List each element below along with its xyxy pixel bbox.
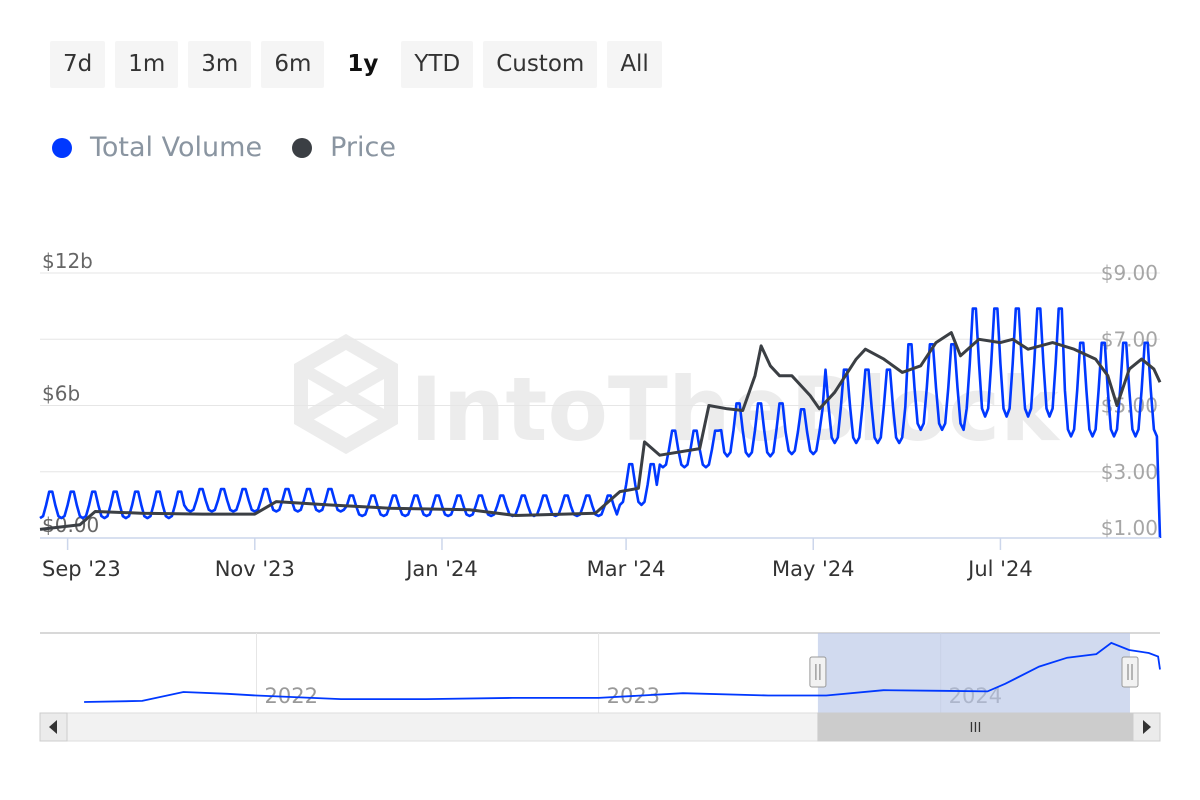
left-axis-ticks: $12b $6b $0.00 bbox=[42, 249, 99, 537]
watermark-text: IntoTheBlock bbox=[410, 358, 1061, 461]
scrollbar-grip-icon bbox=[970, 722, 981, 732]
range-button-6m[interactable]: 6m bbox=[261, 41, 325, 88]
navigator-year-label: 2024 bbox=[949, 684, 1002, 708]
volume-series-group bbox=[39, 307, 1162, 539]
legend-dot-icon bbox=[292, 137, 313, 158]
range-button-1y[interactable]: 1y bbox=[334, 41, 392, 88]
right-axis-tick-label: $1.00 bbox=[1101, 516, 1158, 540]
scrollbar-right-button[interactable] bbox=[1132, 712, 1161, 742]
navigator-grid: 2022 2023 2024 bbox=[256, 633, 1002, 713]
scrollbar-left-button[interactable] bbox=[39, 712, 68, 742]
navigator-handles bbox=[809, 656, 1139, 688]
left-axis-tick-label: $6b bbox=[42, 382, 80, 406]
range-button-1m[interactable]: 1m bbox=[115, 41, 179, 88]
range-button-7d[interactable]: 7d bbox=[50, 41, 106, 88]
range-button-all[interactable]: All bbox=[607, 41, 662, 88]
x-axis-tick-label: Mar '24 bbox=[587, 557, 666, 581]
navigator-year-label: 2022 bbox=[265, 684, 318, 708]
legend-item-total-volume[interactable]: Total Volume bbox=[52, 132, 262, 163]
navigator-right-handle[interactable] bbox=[1121, 656, 1139, 688]
x-axis-tick-label: Jan '24 bbox=[404, 557, 478, 581]
navigator-selected-range[interactable] bbox=[817, 633, 1130, 713]
navigator-left-handle[interactable] bbox=[809, 656, 827, 688]
volume-series-line bbox=[39, 307, 1162, 539]
legend: Total Volume Price bbox=[52, 132, 396, 163]
navigator-year-label: 2023 bbox=[607, 684, 660, 708]
right-axis-ticks: $9.00 $7.00 $5.00 $3.00 $1.00 bbox=[1101, 261, 1158, 540]
range-button-ytd[interactable]: YTD bbox=[401, 41, 474, 88]
x-axis-tick-label: May '24 bbox=[772, 557, 855, 581]
handle-body[interactable] bbox=[809, 656, 827, 688]
right-axis-tick-label: $7.00 bbox=[1101, 327, 1158, 351]
legend-item-price[interactable]: Price bbox=[292, 132, 396, 163]
price-series-group bbox=[39, 331, 1162, 531]
watermark-logo-line bbox=[297, 362, 395, 426]
navigator-background bbox=[40, 633, 1160, 713]
left-axis-tick-label: $0.00 bbox=[42, 513, 99, 537]
navigator-series-line bbox=[84, 641, 1161, 703]
grid-lines bbox=[40, 272, 1160, 473]
x-axis-tick-label: Jul '24 bbox=[966, 557, 1033, 581]
right-axis-tick-label: $3.00 bbox=[1101, 460, 1158, 484]
handle-body[interactable] bbox=[1121, 656, 1139, 688]
watermark: IntoTheBlock bbox=[294, 333, 1061, 461]
legend-label: Price bbox=[330, 132, 396, 163]
scroll-left-arrow-icon bbox=[49, 720, 57, 734]
range-button-3m[interactable]: 3m bbox=[188, 41, 252, 88]
left-axis-tick-label: $12b bbox=[42, 249, 93, 273]
x-axis-labels: Sep '23 Nov '23 Jan '24 Mar '24 May '24 Jul '… bbox=[42, 538, 1033, 581]
x-axis-tick-label: Sep '23 bbox=[42, 557, 121, 581]
range-button-custom[interactable]: Custom bbox=[483, 41, 598, 88]
range-selector: 7d 1m 3m 6m 1y YTD Custom All bbox=[50, 41, 662, 88]
price-series-line bbox=[39, 331, 1162, 531]
right-axis-tick-label: $5.00 bbox=[1101, 394, 1158, 418]
right-axis-tick-label: $9.00 bbox=[1101, 261, 1158, 285]
watermark-logo bbox=[294, 333, 398, 455]
scrollbar-thumb[interactable] bbox=[817, 712, 1134, 742]
scrollbar-track[interactable] bbox=[39, 712, 1161, 742]
legend-label: Total Volume bbox=[90, 132, 263, 163]
scroll-right-arrow-icon bbox=[1143, 720, 1151, 734]
x-axis-tick-label: Nov '23 bbox=[215, 557, 295, 581]
watermark-logo-line bbox=[297, 362, 395, 426]
legend-dot-icon bbox=[52, 137, 72, 158]
